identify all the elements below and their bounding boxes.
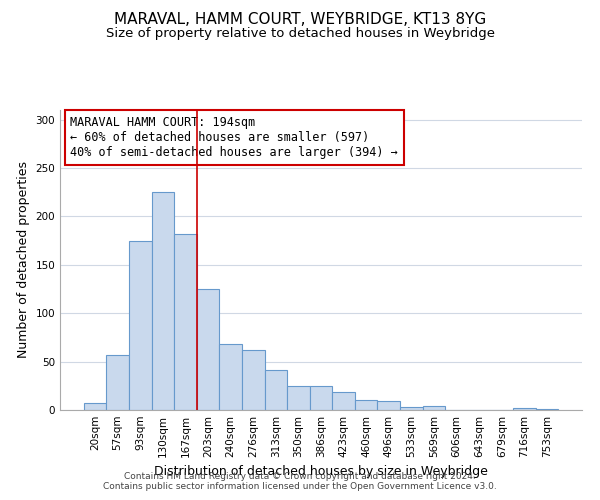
Bar [265, 370, 287, 410]
Bar [220, 344, 242, 410]
Bar [332, 392, 355, 410]
Bar [400, 407, 422, 410]
Bar [84, 403, 106, 410]
Bar [152, 192, 174, 410]
Bar [513, 408, 536, 410]
Bar [174, 234, 197, 410]
Bar [377, 402, 400, 410]
Bar [536, 409, 558, 410]
Text: Contains public sector information licensed under the Open Government Licence v3: Contains public sector information licen… [103, 482, 497, 491]
Bar [129, 240, 152, 410]
Bar [197, 289, 220, 410]
Bar [310, 386, 332, 410]
X-axis label: Distribution of detached houses by size in Weybridge: Distribution of detached houses by size … [154, 466, 488, 478]
Bar [355, 400, 377, 410]
Bar [106, 355, 129, 410]
Text: MARAVAL HAMM COURT: 194sqm
← 60% of detached houses are smaller (597)
40% of sem: MARAVAL HAMM COURT: 194sqm ← 60% of deta… [70, 116, 398, 159]
Bar [287, 386, 310, 410]
Bar [242, 350, 265, 410]
Y-axis label: Number of detached properties: Number of detached properties [17, 162, 30, 358]
Bar [422, 406, 445, 410]
Text: MARAVAL, HAMM COURT, WEYBRIDGE, KT13 8YG: MARAVAL, HAMM COURT, WEYBRIDGE, KT13 8YG [114, 12, 486, 28]
Text: Contains HM Land Registry data © Crown copyright and database right 2024.: Contains HM Land Registry data © Crown c… [124, 472, 476, 481]
Text: Size of property relative to detached houses in Weybridge: Size of property relative to detached ho… [106, 28, 494, 40]
